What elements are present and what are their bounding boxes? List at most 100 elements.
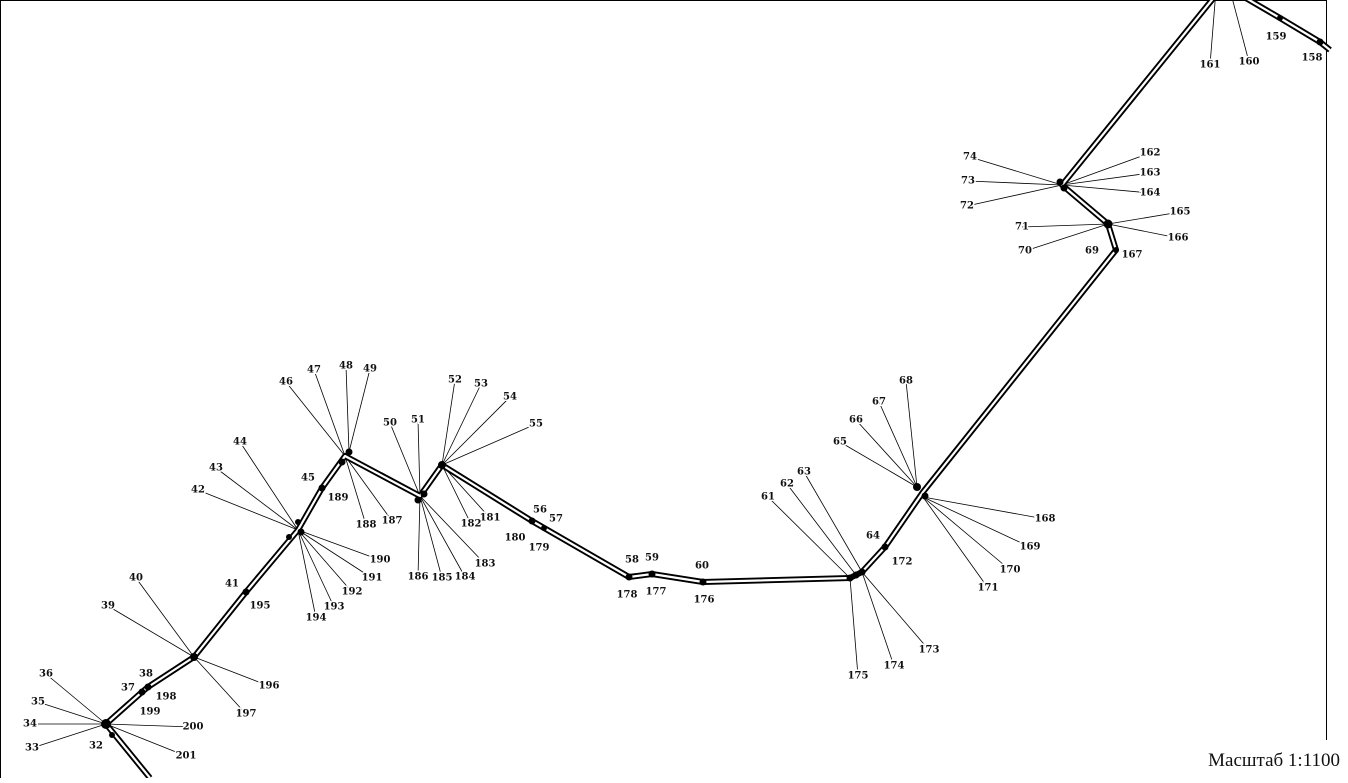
point-label-42: 42 <box>191 485 205 496</box>
point-label-183: 183 <box>475 559 496 570</box>
point-label-60: 60 <box>695 561 709 572</box>
point-label-178: 178 <box>617 590 638 601</box>
leader-line-40 <box>135 577 195 658</box>
leader-line-55 <box>441 423 537 466</box>
point-markers <box>101 15 1324 738</box>
point-marker <box>101 719 111 729</box>
point-label-72: 72 <box>960 201 974 212</box>
point-label-191: 191 <box>362 573 383 584</box>
route-outline <box>103 0 1216 780</box>
leader-line-73 <box>967 180 1063 186</box>
point-label-59: 59 <box>645 553 659 564</box>
point-label-164: 164 <box>1140 188 1161 199</box>
point-label-61: 61 <box>761 492 775 503</box>
point-label-66: 66 <box>849 415 863 426</box>
leader-line-181 <box>441 464 491 519</box>
leader-line-68 <box>905 380 918 488</box>
scale-label: Масштаб 1:1100 <box>1208 750 1340 771</box>
point-label-73: 73 <box>961 176 975 187</box>
point-marker <box>242 588 250 596</box>
leader-line-168 <box>922 496 1046 520</box>
point-marker <box>1113 247 1119 253</box>
point-marker <box>1103 219 1113 229</box>
point-label-198: 198 <box>156 692 177 703</box>
point-label-201: 201 <box>176 751 197 762</box>
leader-line-194 <box>297 529 317 619</box>
point-label-49: 49 <box>363 364 377 375</box>
point-marker <box>528 517 536 525</box>
point-marker <box>286 534 292 540</box>
point-label-63: 63 <box>797 467 811 478</box>
point-marker <box>438 461 446 469</box>
leader-line-173 <box>861 571 930 651</box>
point-label-159: 159 <box>1266 32 1287 43</box>
point-label-177: 177 <box>646 587 667 598</box>
point-label-54: 54 <box>503 392 517 403</box>
leader-line-61 <box>767 496 851 579</box>
point-label-175: 175 <box>848 671 869 682</box>
point-label-58: 58 <box>625 555 639 566</box>
point-marker <box>318 484 326 492</box>
point-label-168: 168 <box>1035 514 1056 525</box>
leader-line-62 <box>786 483 857 576</box>
point-label-37: 37 <box>121 683 135 694</box>
leader-line-54 <box>441 396 511 466</box>
point-label-68: 68 <box>899 376 913 387</box>
leader-line-52 <box>441 379 456 466</box>
leader-line-43 <box>215 467 299 531</box>
point-label-194: 194 <box>306 613 327 624</box>
point-marker <box>1056 178 1064 186</box>
leader-line-196 <box>193 656 270 687</box>
point-label-39: 39 <box>101 601 115 612</box>
leader-line-165 <box>1107 211 1181 225</box>
leader-line-186 <box>417 495 421 578</box>
point-marker <box>295 519 301 525</box>
leader-line-35 <box>37 701 107 725</box>
point-label-38: 38 <box>139 669 153 680</box>
point-marker <box>846 574 854 582</box>
point-marker <box>144 683 152 691</box>
point-label-200: 200 <box>183 722 204 733</box>
point-marker <box>921 492 929 500</box>
point-label-165: 165 <box>1170 207 1191 218</box>
leader-line-183 <box>419 495 486 565</box>
point-label-195: 195 <box>250 601 271 612</box>
point-label-47: 47 <box>307 365 321 376</box>
leader-line-175 <box>849 577 859 677</box>
point-marker <box>541 525 547 531</box>
point-marker <box>109 732 115 738</box>
point-label-187: 187 <box>382 516 403 527</box>
leader-line-200 <box>105 723 194 728</box>
leader-line-67 <box>878 401 918 488</box>
point-label-174: 174 <box>884 661 905 672</box>
point-marker <box>699 578 707 586</box>
point-marker <box>297 528 305 536</box>
point-marker <box>881 543 889 551</box>
leader-line-161 <box>1209 0 1216 66</box>
point-label-36: 36 <box>39 669 53 680</box>
leader-line-182 <box>441 464 472 525</box>
point-label-182: 182 <box>461 519 482 530</box>
point-label-186: 186 <box>408 572 429 583</box>
point-label-34: 34 <box>23 719 37 730</box>
point-marker <box>852 571 860 579</box>
point-marker <box>625 573 633 581</box>
point-marker <box>913 483 921 491</box>
point-label-161: 161 <box>1200 60 1221 71</box>
point-label-40: 40 <box>129 573 143 584</box>
leader-line-191 <box>297 529 373 579</box>
point-label-166: 166 <box>1168 233 1189 244</box>
point-label-43: 43 <box>209 463 223 474</box>
point-label-199: 199 <box>140 707 161 718</box>
leader-line-46 <box>285 381 346 457</box>
point-label-65: 65 <box>833 437 847 448</box>
point-marker <box>138 688 146 696</box>
point-label-62: 62 <box>780 479 794 490</box>
point-label-181: 181 <box>480 513 501 524</box>
point-label-171: 171 <box>978 583 999 594</box>
point-label-41: 41 <box>225 579 239 590</box>
point-marker <box>414 496 422 504</box>
point-label-55: 55 <box>529 419 543 430</box>
point-label-67: 67 <box>872 397 886 408</box>
leader-line-169 <box>922 496 1031 548</box>
